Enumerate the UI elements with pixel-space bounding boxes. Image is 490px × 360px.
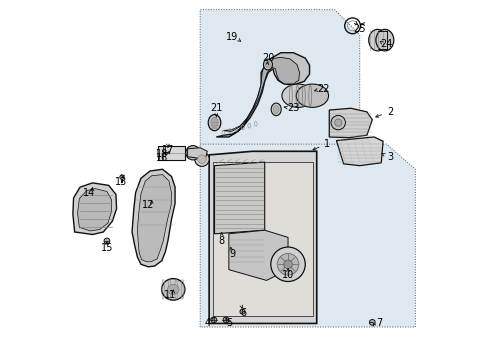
Text: 10: 10 xyxy=(282,270,294,280)
Ellipse shape xyxy=(168,284,179,294)
Text: 14: 14 xyxy=(83,188,95,198)
Ellipse shape xyxy=(197,155,206,163)
Text: 20: 20 xyxy=(262,53,274,63)
FancyBboxPatch shape xyxy=(158,145,185,160)
Polygon shape xyxy=(132,169,175,267)
Circle shape xyxy=(104,238,110,244)
Ellipse shape xyxy=(282,84,314,107)
Polygon shape xyxy=(200,10,360,146)
Ellipse shape xyxy=(162,279,185,300)
Text: 3: 3 xyxy=(387,152,393,162)
Text: 24: 24 xyxy=(380,39,393,49)
Ellipse shape xyxy=(368,30,387,51)
Text: 5: 5 xyxy=(226,319,232,328)
Circle shape xyxy=(211,317,217,323)
Circle shape xyxy=(271,247,305,282)
Text: 25: 25 xyxy=(353,24,366,35)
Text: 2: 2 xyxy=(387,107,393,117)
Circle shape xyxy=(223,317,229,323)
Ellipse shape xyxy=(271,103,281,116)
Ellipse shape xyxy=(376,30,394,51)
Text: 22: 22 xyxy=(318,84,330,94)
Circle shape xyxy=(331,116,345,130)
Polygon shape xyxy=(188,148,207,158)
Ellipse shape xyxy=(273,105,279,113)
Ellipse shape xyxy=(195,152,209,166)
Circle shape xyxy=(335,119,342,126)
Polygon shape xyxy=(223,57,299,132)
Circle shape xyxy=(284,260,293,269)
Text: 4: 4 xyxy=(204,319,210,328)
Ellipse shape xyxy=(264,59,272,70)
Polygon shape xyxy=(216,53,310,137)
Ellipse shape xyxy=(266,61,270,68)
Text: 11: 11 xyxy=(164,290,176,300)
Polygon shape xyxy=(215,162,265,234)
Circle shape xyxy=(186,145,200,160)
Text: 13: 13 xyxy=(115,177,127,187)
Text: 6: 6 xyxy=(240,308,246,318)
Polygon shape xyxy=(329,108,372,138)
Text: 9: 9 xyxy=(229,248,236,258)
Polygon shape xyxy=(209,151,317,323)
Text: 21: 21 xyxy=(210,103,222,113)
Text: 19: 19 xyxy=(226,32,239,41)
Polygon shape xyxy=(337,137,383,166)
Circle shape xyxy=(277,253,299,275)
Ellipse shape xyxy=(208,114,221,131)
Text: 1: 1 xyxy=(324,139,331,149)
Polygon shape xyxy=(200,144,416,327)
Circle shape xyxy=(240,309,245,314)
Polygon shape xyxy=(229,230,288,280)
Text: 16: 16 xyxy=(156,153,169,163)
Text: 12: 12 xyxy=(142,200,154,210)
Text: 18: 18 xyxy=(156,149,169,159)
Text: 23: 23 xyxy=(287,103,299,113)
Text: 15: 15 xyxy=(101,243,113,253)
Polygon shape xyxy=(73,183,117,234)
Text: 8: 8 xyxy=(219,236,225,246)
Ellipse shape xyxy=(211,117,218,128)
Text: 17: 17 xyxy=(162,144,174,154)
Ellipse shape xyxy=(296,84,329,107)
Polygon shape xyxy=(137,175,172,262)
Text: 7: 7 xyxy=(376,319,383,328)
Circle shape xyxy=(120,175,124,179)
Polygon shape xyxy=(213,162,313,316)
Polygon shape xyxy=(77,189,112,231)
Circle shape xyxy=(369,319,375,325)
